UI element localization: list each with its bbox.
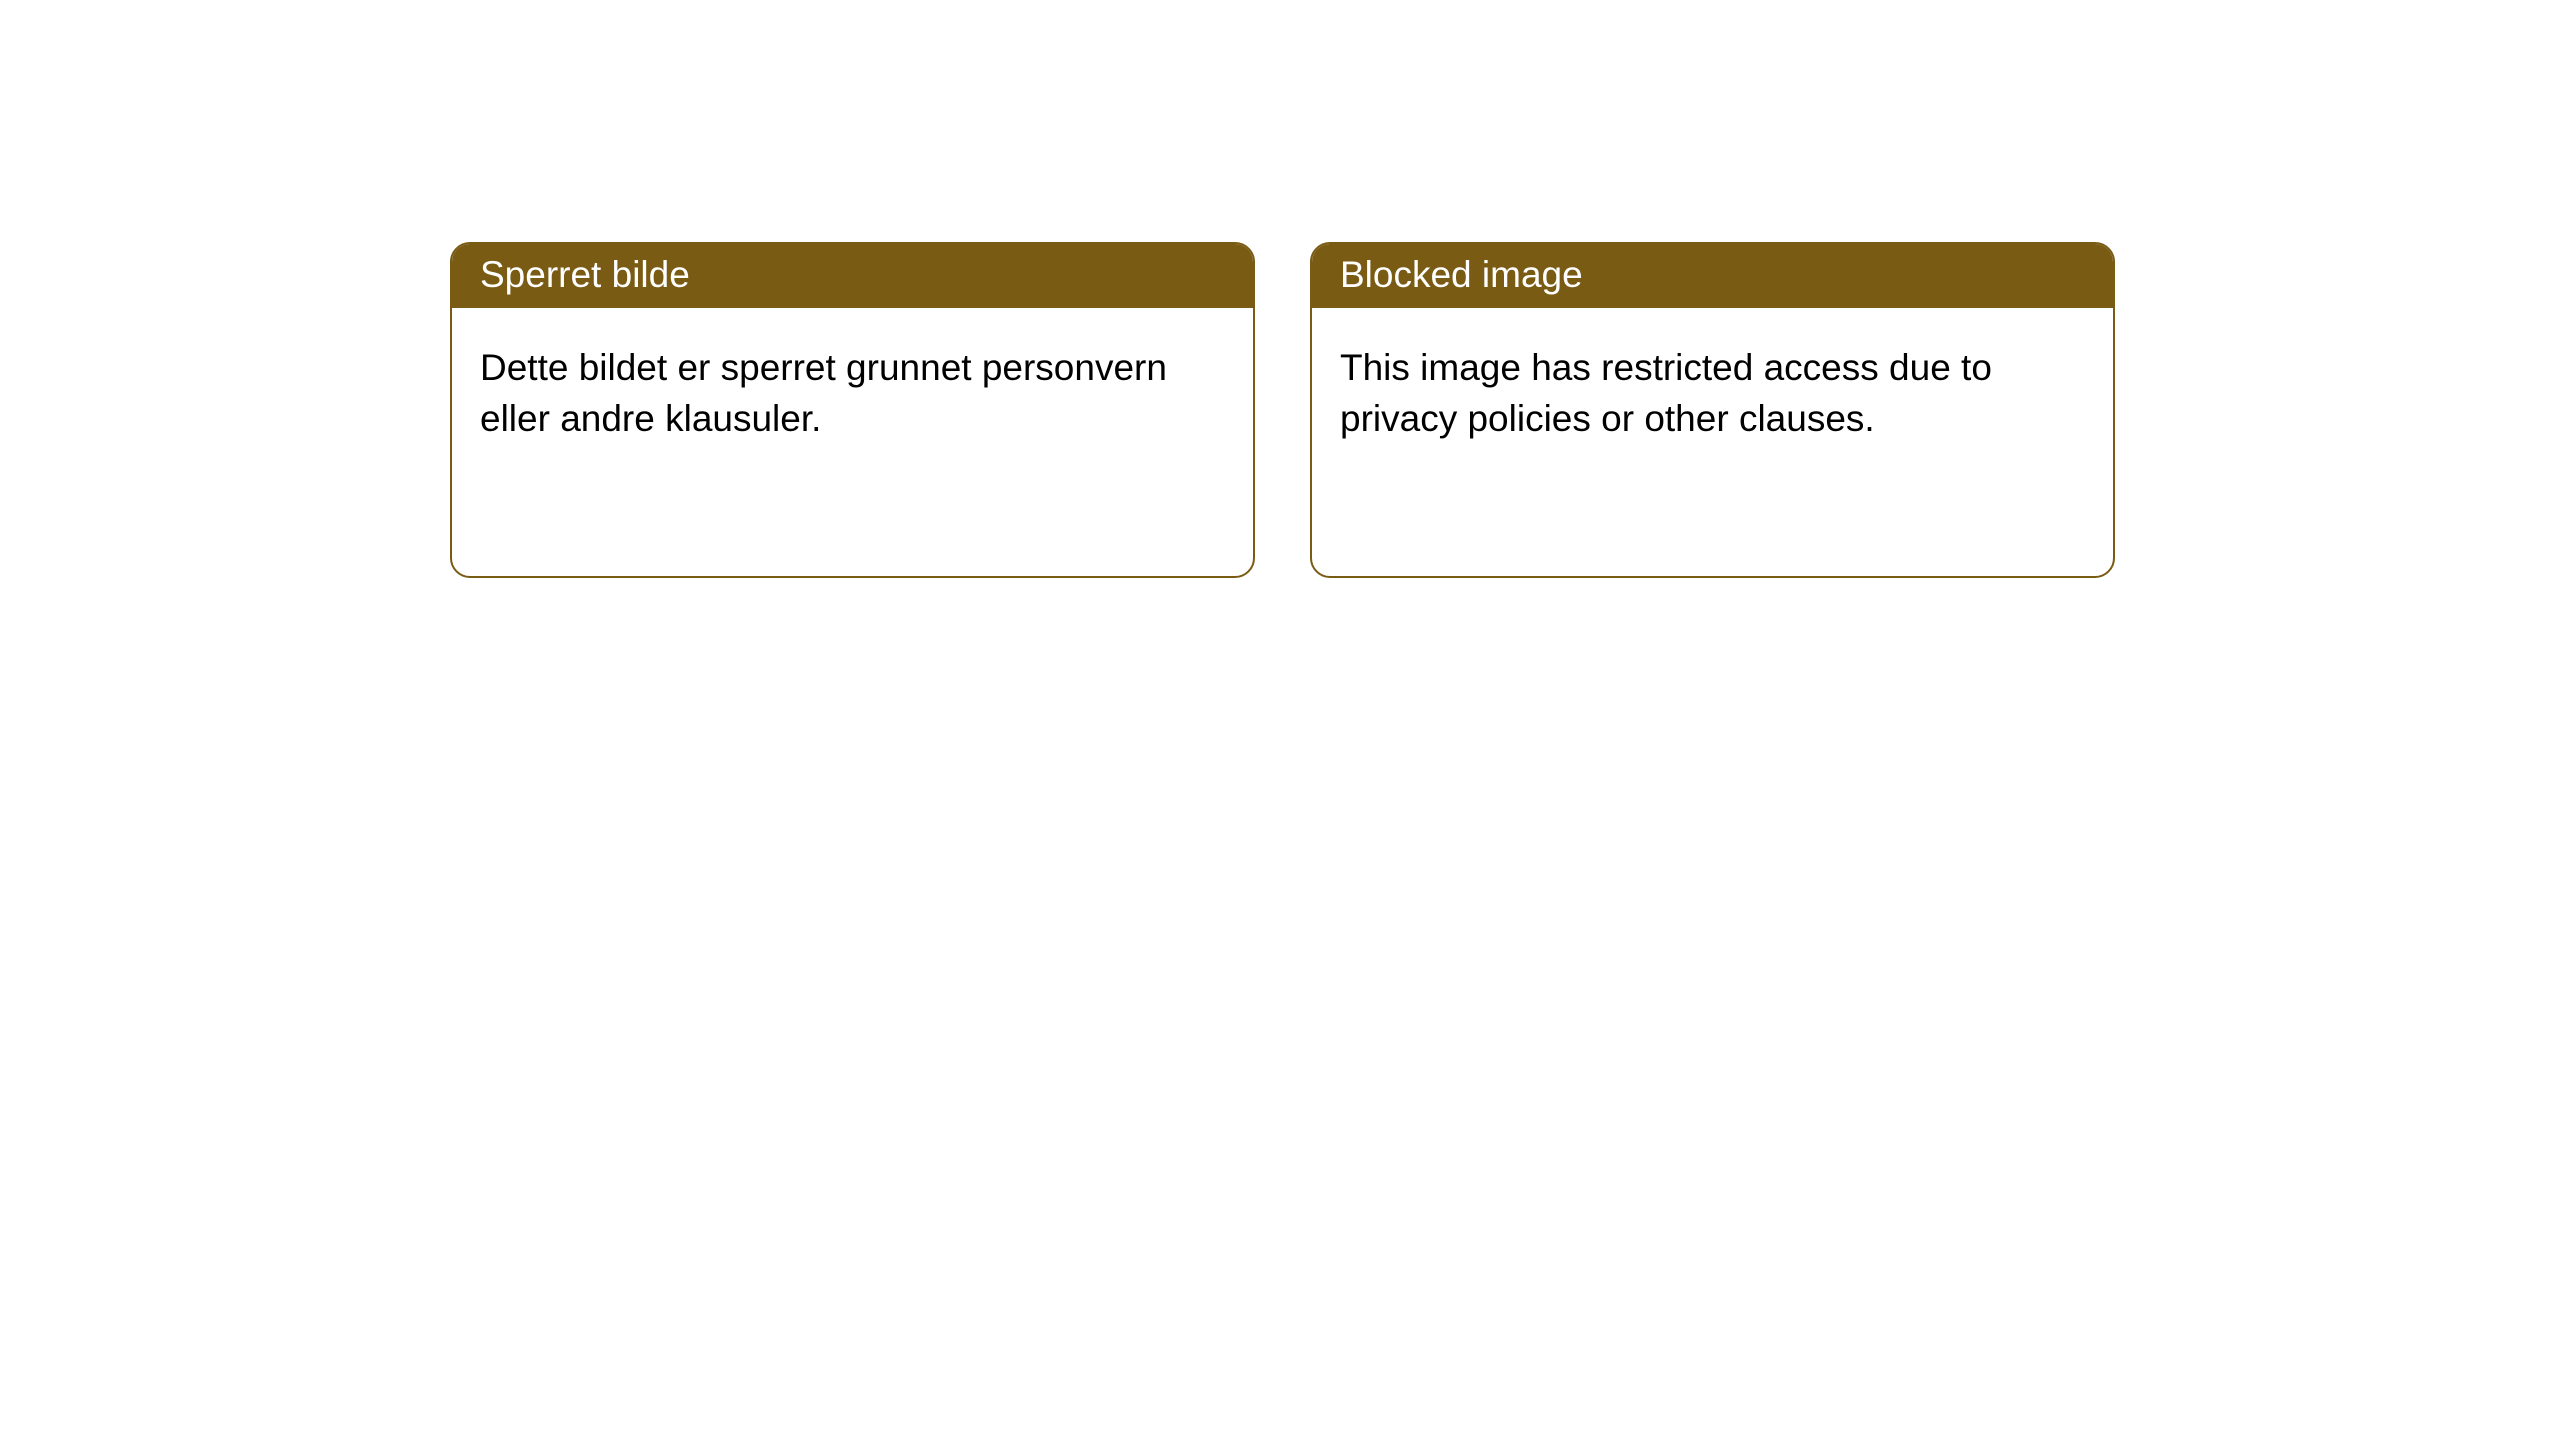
notice-cards-row: Sperret bilde Dette bildet er sperret gr… xyxy=(0,0,2560,578)
notice-card-body: This image has restricted access due to … xyxy=(1312,308,2113,478)
notice-card-no: Sperret bilde Dette bildet er sperret gr… xyxy=(450,242,1255,578)
notice-card-en: Blocked image This image has restricted … xyxy=(1310,242,2115,578)
notice-card-title: Blocked image xyxy=(1312,244,2113,308)
notice-card-body: Dette bildet er sperret grunnet personve… xyxy=(452,308,1253,478)
notice-card-title: Sperret bilde xyxy=(452,244,1253,308)
